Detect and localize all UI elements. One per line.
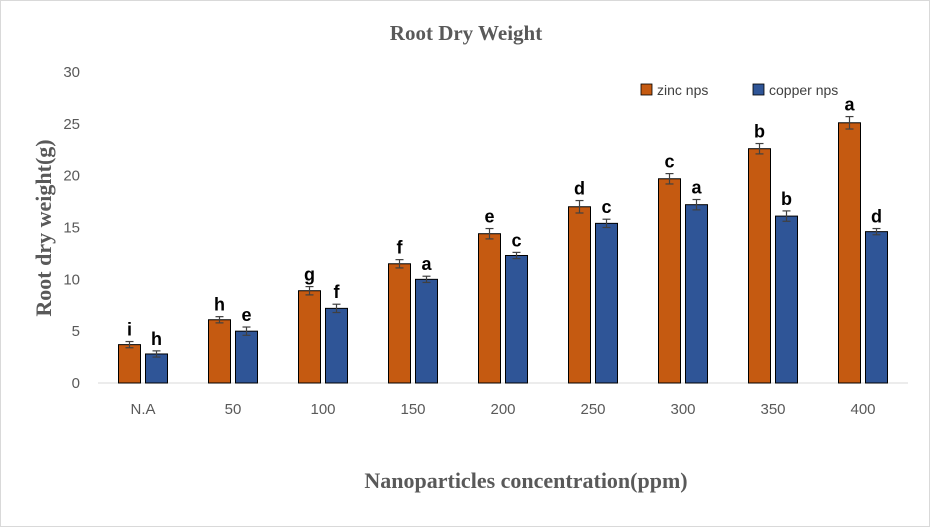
zinc-bar xyxy=(298,290,321,384)
zinc-bar xyxy=(658,178,681,384)
zinc-bar xyxy=(568,206,591,384)
zinc-bar xyxy=(118,344,141,384)
copper-bar xyxy=(325,307,348,384)
significance-letter: c xyxy=(601,197,611,217)
significance-letter: f xyxy=(397,238,404,258)
significance-letter: a xyxy=(421,254,432,274)
y-tick-label: 10 xyxy=(63,271,80,288)
copper-bar xyxy=(145,353,168,384)
y-tick-label: 5 xyxy=(72,323,80,340)
copper-bar xyxy=(865,231,888,384)
significance-letter: d xyxy=(871,207,882,227)
x-tick-label: N.A xyxy=(130,401,155,418)
significance-letter: d xyxy=(574,179,585,199)
x-axis-title: Nanoparticles concentration(ppm) xyxy=(364,468,687,493)
copper-bar xyxy=(505,254,528,384)
chart-title: Root Dry Weight xyxy=(390,21,542,45)
legend-swatch xyxy=(752,83,765,96)
significance-letter: b xyxy=(754,122,765,142)
copper-bar xyxy=(235,330,258,384)
x-tick-label: 100 xyxy=(310,401,335,418)
significance-letter: f xyxy=(334,282,341,302)
significance-letter: i xyxy=(127,320,132,340)
copper-bar xyxy=(775,215,798,384)
y-axis-title: Root dry weight(g) xyxy=(31,139,56,316)
legend-label: zinc nps xyxy=(657,82,708,98)
x-tick-label: 50 xyxy=(225,401,242,418)
copper-bar xyxy=(685,204,708,384)
x-tick-label: 250 xyxy=(580,401,605,418)
significance-letter: c xyxy=(511,230,521,250)
y-tick-label: 15 xyxy=(63,220,80,237)
significance-letter: h xyxy=(151,329,162,349)
legend: zinc nps copper nps xyxy=(640,82,838,98)
x-tick-label: 350 xyxy=(760,401,785,418)
y-tick-label: 20 xyxy=(63,168,80,185)
legend-swatch xyxy=(640,83,653,96)
x-tick-label: 150 xyxy=(400,401,425,418)
zinc-bar xyxy=(208,319,231,384)
y-tick-label: 0 xyxy=(72,375,80,392)
zinc-bar xyxy=(838,122,861,384)
significance-letter: a xyxy=(691,178,702,198)
x-tick-label: 300 xyxy=(670,401,695,418)
significance-letter: g xyxy=(304,265,315,285)
significance-letter: c xyxy=(664,152,674,172)
zinc-bar xyxy=(388,263,411,384)
x-axis: N.A 50 100 150 200 250 300 350 400 xyxy=(98,382,908,418)
significance-letter: e xyxy=(484,207,494,227)
zinc-bar xyxy=(748,148,771,384)
zinc-bar xyxy=(478,233,501,384)
x-tick-label: 200 xyxy=(490,401,515,418)
y-axis: 0 5 10 15 20 25 30 xyxy=(63,64,80,392)
significance-letter: b xyxy=(781,189,792,209)
significance-letter: h xyxy=(214,295,225,315)
y-tick-label: 25 xyxy=(63,116,80,133)
copper-bar xyxy=(595,222,618,384)
significance-letter: a xyxy=(844,95,855,115)
x-tick-label: 400 xyxy=(850,401,875,418)
significance-letter: e xyxy=(241,305,251,325)
y-tick-label: 30 xyxy=(63,64,80,81)
copper-bar xyxy=(415,278,438,384)
legend-label: copper nps xyxy=(769,82,838,98)
